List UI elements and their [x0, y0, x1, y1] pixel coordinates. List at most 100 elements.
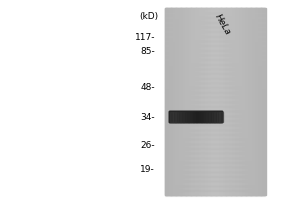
Bar — [249, 8, 250, 195]
Bar — [165, 167, 265, 172]
Bar — [223, 8, 224, 195]
Bar — [165, 148, 265, 153]
Bar — [165, 73, 265, 79]
Bar — [170, 112, 173, 122]
Bar — [205, 8, 207, 195]
Bar — [204, 112, 207, 122]
Bar — [178, 8, 179, 195]
Bar — [199, 8, 200, 195]
Bar — [191, 8, 193, 195]
Bar — [250, 8, 252, 195]
Bar — [165, 64, 265, 69]
Bar — [200, 8, 202, 195]
Bar — [201, 112, 204, 122]
Bar — [165, 144, 265, 149]
Bar — [226, 8, 228, 195]
Bar — [206, 112, 209, 122]
Bar — [217, 112, 220, 122]
Bar — [176, 8, 178, 195]
Bar — [165, 8, 167, 195]
Bar — [165, 181, 265, 186]
Bar — [165, 106, 265, 111]
Bar — [165, 78, 265, 83]
Bar — [174, 8, 176, 195]
Bar — [165, 8, 265, 195]
Bar — [264, 8, 266, 195]
Bar — [170, 8, 172, 195]
Bar — [238, 8, 239, 195]
Bar — [165, 130, 265, 135]
Bar — [244, 8, 245, 195]
Bar — [196, 8, 198, 195]
Bar — [239, 8, 241, 195]
Bar — [221, 8, 223, 195]
Bar — [165, 125, 265, 130]
Bar — [165, 36, 265, 41]
Bar — [210, 8, 212, 195]
Bar — [257, 8, 259, 195]
Bar — [225, 8, 227, 195]
Bar — [231, 8, 233, 195]
Bar — [171, 8, 173, 195]
Bar — [251, 8, 253, 195]
Bar — [224, 8, 226, 195]
Bar — [165, 59, 265, 65]
FancyBboxPatch shape — [169, 110, 224, 123]
Bar — [256, 8, 258, 195]
Bar — [165, 116, 265, 121]
Bar — [179, 8, 181, 195]
Bar — [188, 8, 189, 195]
Bar — [253, 8, 254, 195]
Bar — [165, 41, 265, 46]
Bar — [182, 8, 184, 195]
Bar — [212, 112, 215, 122]
Text: 48-: 48- — [140, 84, 155, 92]
Bar — [165, 176, 265, 181]
Text: (kD): (kD) — [139, 12, 158, 21]
Bar — [188, 112, 191, 122]
Bar — [175, 112, 178, 122]
Bar — [214, 8, 215, 195]
Bar — [180, 8, 182, 195]
Bar — [209, 112, 212, 122]
Bar — [255, 8, 257, 195]
Bar — [165, 97, 265, 102]
Bar — [167, 8, 169, 195]
Bar — [259, 8, 260, 195]
Bar — [227, 8, 229, 195]
Bar — [242, 8, 244, 195]
Bar — [165, 50, 265, 55]
Bar — [172, 112, 176, 122]
Bar — [165, 111, 265, 116]
Bar — [229, 8, 230, 195]
Bar — [186, 8, 188, 195]
Bar — [178, 112, 181, 122]
Bar — [196, 112, 199, 122]
Bar — [190, 8, 192, 195]
Bar — [193, 8, 194, 195]
Bar — [191, 112, 194, 122]
Bar — [180, 112, 184, 122]
Bar — [186, 112, 189, 122]
Bar — [165, 55, 265, 60]
Bar — [261, 8, 263, 195]
Bar — [246, 8, 248, 195]
Bar — [185, 8, 187, 195]
Bar — [165, 190, 265, 196]
Bar — [240, 8, 242, 195]
Bar — [165, 45, 265, 51]
Bar — [165, 13, 265, 18]
Bar — [234, 8, 236, 195]
Bar — [195, 8, 197, 195]
Bar — [165, 102, 265, 107]
Bar — [218, 8, 219, 195]
Bar — [183, 112, 186, 122]
Bar — [165, 139, 265, 144]
Text: 26-: 26- — [140, 140, 155, 150]
Bar — [220, 8, 222, 195]
Bar — [175, 8, 177, 195]
Bar — [165, 69, 265, 74]
Bar — [165, 22, 265, 27]
Bar — [165, 134, 265, 139]
Bar — [165, 186, 265, 191]
